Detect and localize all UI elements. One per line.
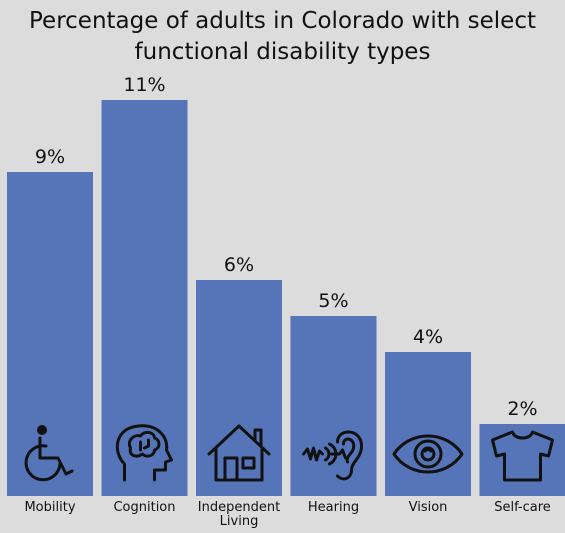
chart-title-line-2: functional disability types bbox=[134, 39, 431, 65]
value-label: 9% bbox=[35, 146, 65, 168]
brain-head-icon bbox=[115, 424, 173, 482]
bar-hearing bbox=[290, 316, 377, 496]
category-label: Mobility bbox=[24, 500, 75, 515]
eye-icon bbox=[392, 434, 464, 474]
bar-mobility bbox=[7, 172, 93, 496]
category-label: Self-care bbox=[494, 500, 551, 515]
category-label: Cognition bbox=[113, 500, 175, 515]
value-label: 4% bbox=[413, 326, 443, 348]
shirt-icon bbox=[491, 430, 554, 482]
value-label: 2% bbox=[507, 398, 537, 420]
category-label: Independent Living bbox=[198, 500, 280, 529]
ear-icon bbox=[302, 430, 363, 481]
house-icon bbox=[207, 424, 271, 482]
bar-independent-living bbox=[196, 280, 282, 496]
category-label: Hearing bbox=[308, 500, 359, 515]
wheelchair-icon bbox=[24, 425, 74, 482]
value-label: 6% bbox=[224, 254, 254, 276]
chart-title: Percentage of adults in Colorado with se… bbox=[0, 6, 565, 68]
bar-self-care bbox=[479, 424, 565, 496]
chart-title-line-1: Percentage of adults in Colorado with se… bbox=[29, 8, 536, 34]
value-label: 5% bbox=[318, 290, 348, 312]
bar-cognition bbox=[101, 100, 188, 496]
value-label: 11% bbox=[123, 74, 165, 96]
bar-vision bbox=[385, 352, 471, 496]
category-label: Vision bbox=[409, 500, 448, 515]
